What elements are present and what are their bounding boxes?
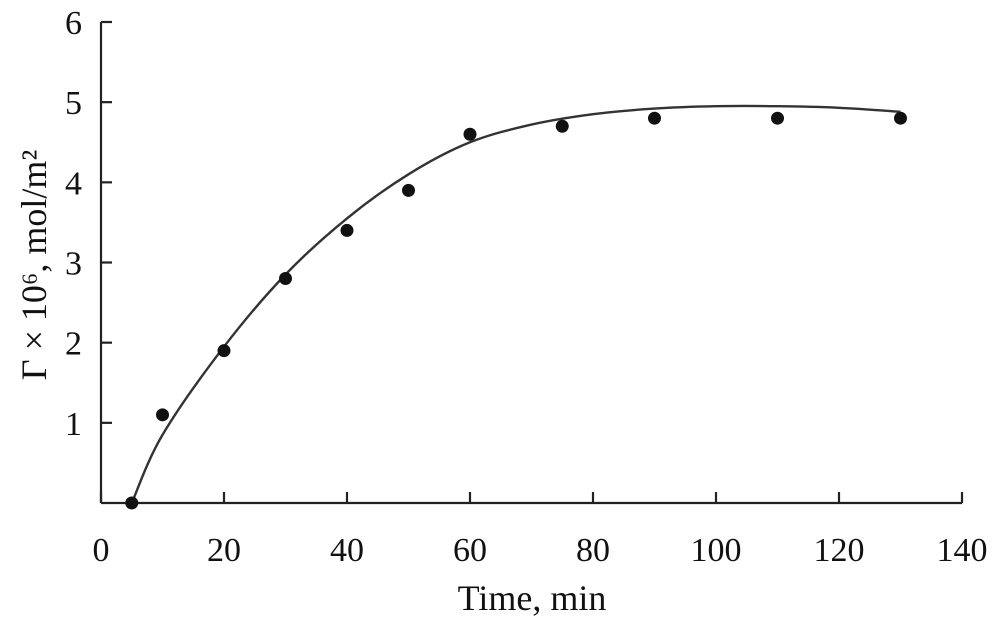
x-tick-label: 0 [93,532,110,569]
y-tick-label: 1 [65,406,82,443]
x-tick-label: 100 [691,532,742,569]
data-point [648,111,661,125]
data-point [894,111,907,125]
data-point [555,119,569,133]
y-tick-label: 4 [65,165,82,202]
data-point [340,223,354,237]
x-tick-label: 40 [330,532,364,569]
x-tick-label: 20 [207,532,241,569]
y-axis-title: Γ × 10⁶, mol/m² [14,150,54,380]
x-tick-label: 120 [814,532,865,569]
data-point [771,111,784,125]
x-tick-label: 60 [453,532,487,569]
data-point [125,496,139,510]
fit-curve [130,104,901,504]
y-tick-label: 2 [65,326,82,363]
x-tick-label: 80 [576,532,610,569]
y-tick-label: 3 [65,246,82,283]
data-point [156,408,169,422]
y-tick-label: 6 [65,5,82,42]
x-tick-label: 140 [937,532,988,569]
data-point [217,344,231,358]
axes: 0 20 40 60 80 100 120 140 1 2 3 4 5 6 [65,5,988,569]
data-point [402,183,415,197]
data-point [463,127,477,141]
data-points [125,111,907,510]
y-tick-label: 5 [65,85,82,122]
data-point [279,272,292,286]
x-axis-title: Time, min [458,578,607,618]
